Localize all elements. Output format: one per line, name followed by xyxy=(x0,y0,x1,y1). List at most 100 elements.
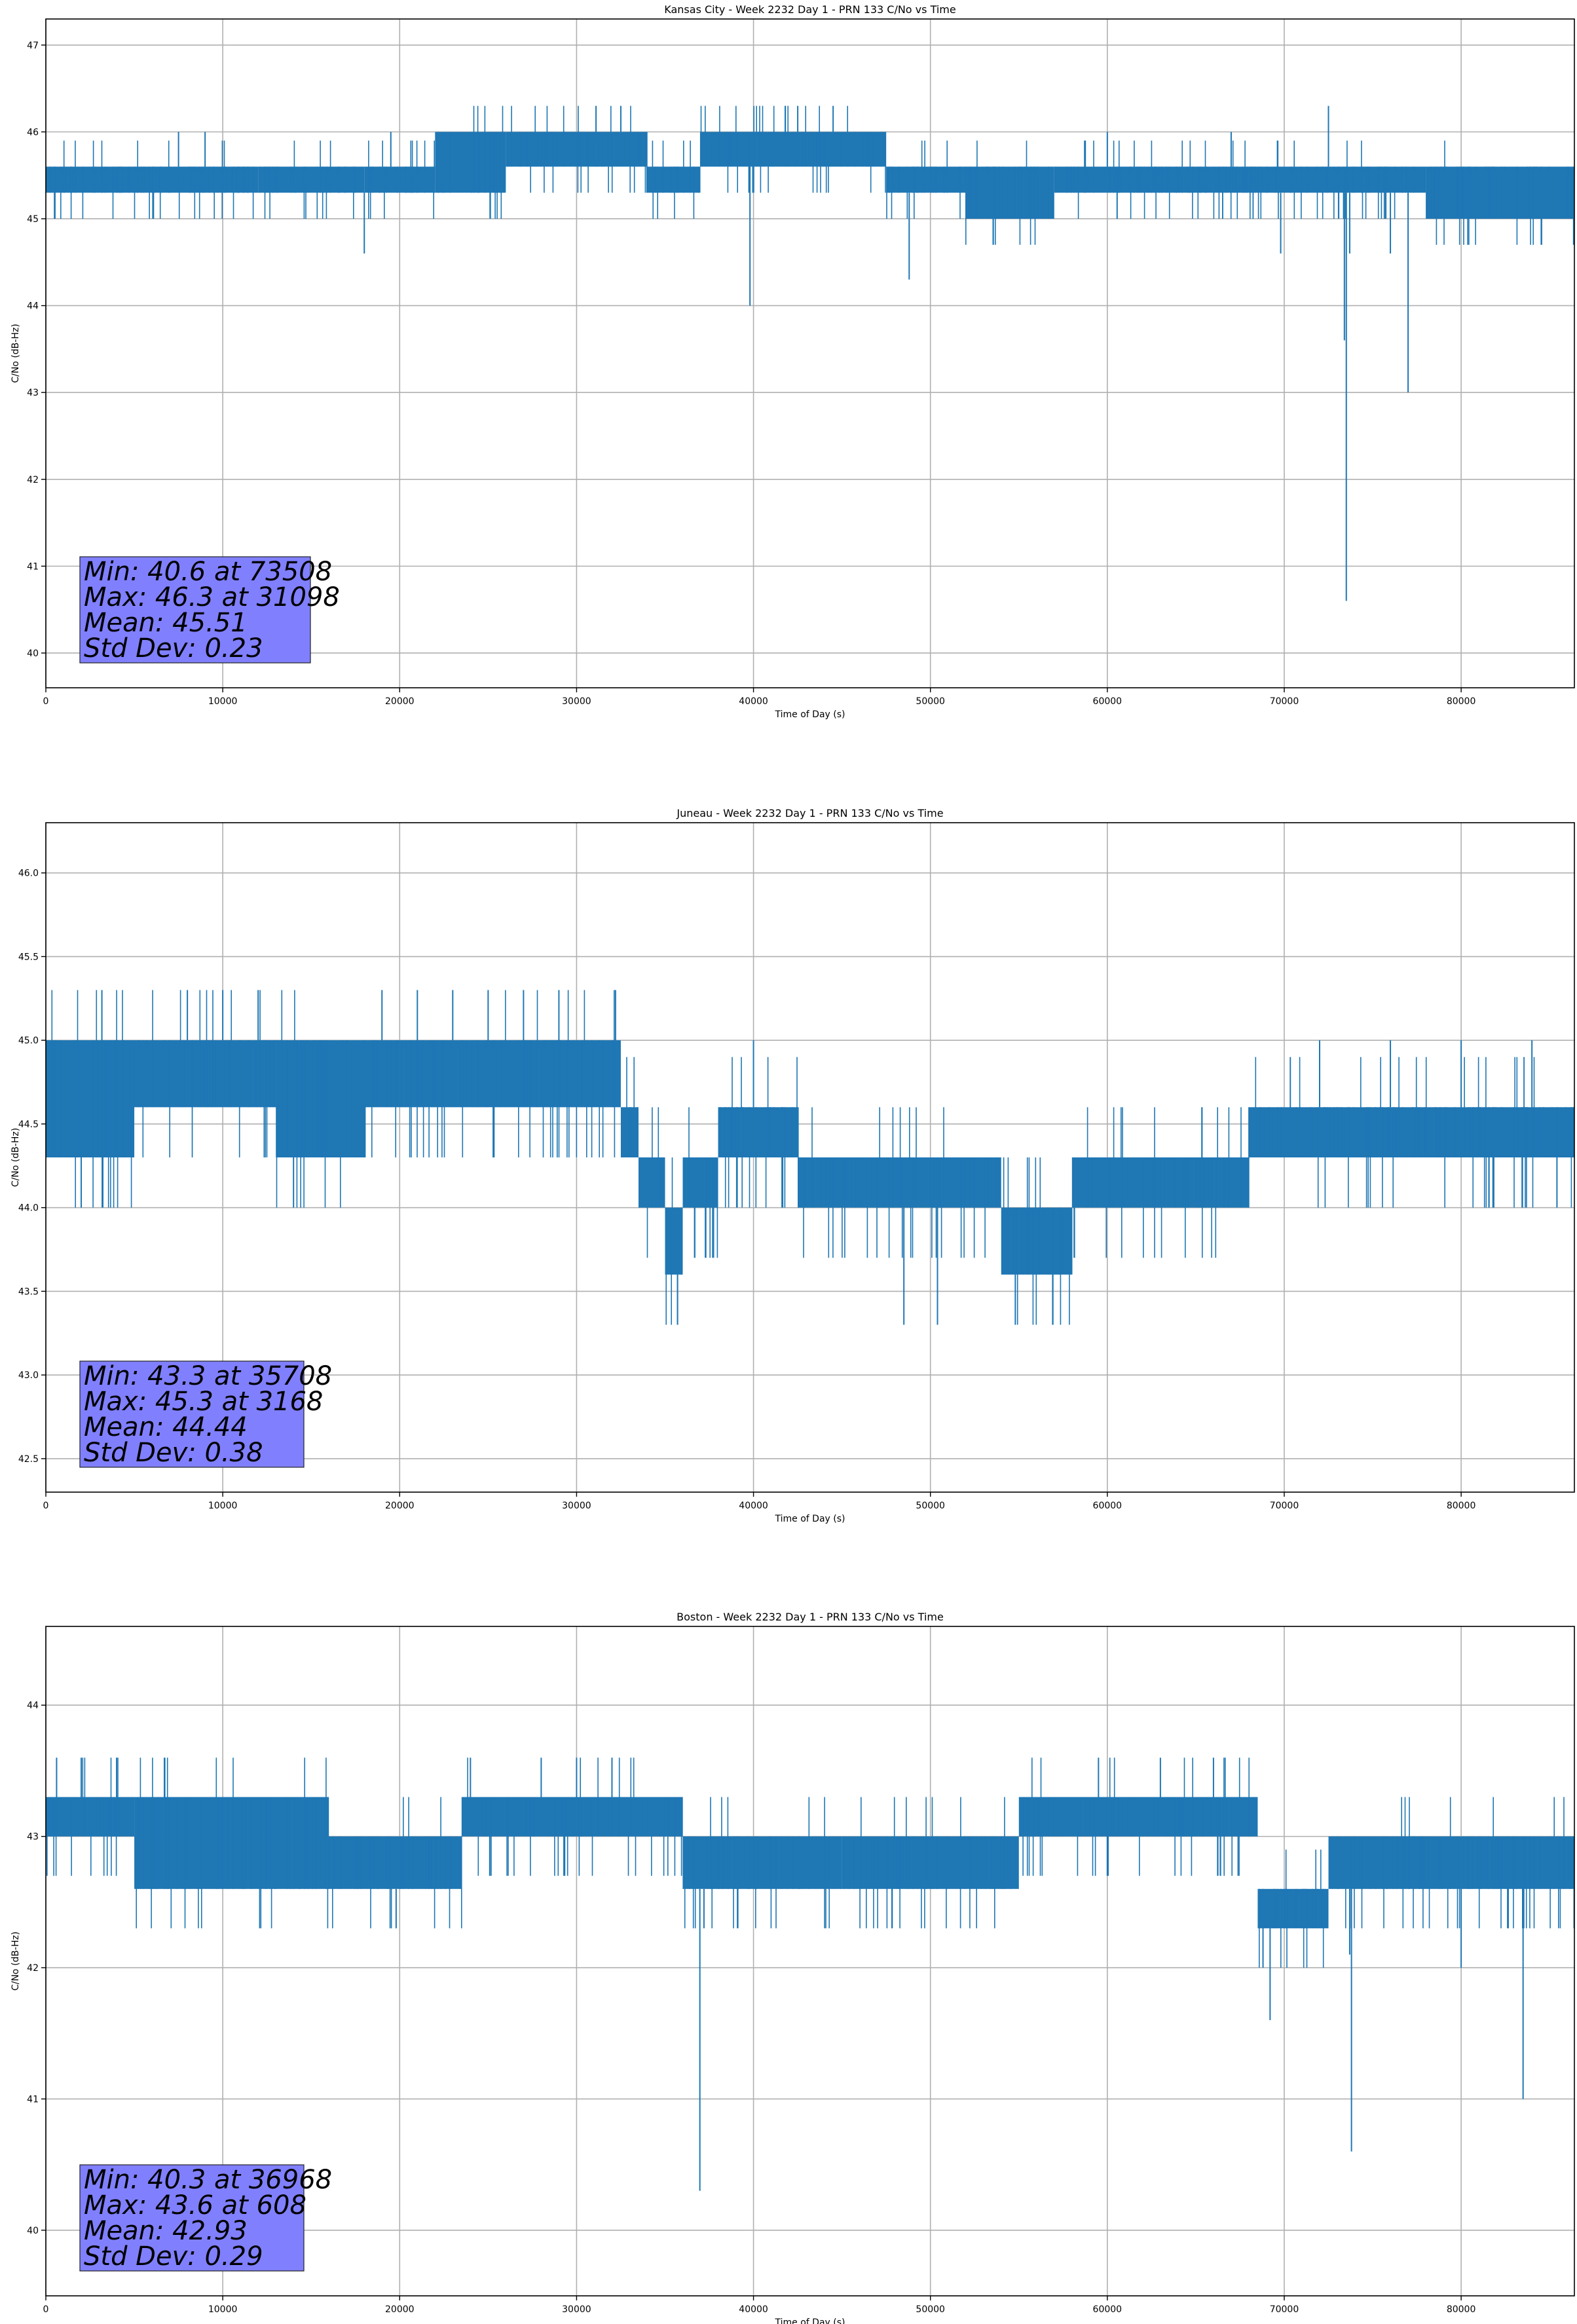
y-axis-label: C/No (dB-Hz) xyxy=(10,1128,21,1187)
stats-line: Std Dev: 0.29 xyxy=(84,2241,263,2272)
x-tick-label: 50000 xyxy=(916,2304,945,2315)
data-band xyxy=(1213,166,1426,193)
chart-title: Boston - Week 2232 Day 1 - PRN 133 C/No … xyxy=(677,1611,944,1623)
stats-line: Mean: 45.51 xyxy=(84,608,248,638)
data-band xyxy=(1071,1157,1249,1208)
data-band xyxy=(1328,1836,1574,1889)
y-tick-label: 45 xyxy=(27,214,39,225)
x-tick-label: 10000 xyxy=(208,696,238,707)
data-band xyxy=(886,166,966,193)
y-tick-label: 40 xyxy=(27,648,39,659)
x-tick-label: 70000 xyxy=(1270,2304,1299,2315)
stats-box xyxy=(79,556,311,664)
stats-line: Std Dev: 0.38 xyxy=(84,1438,263,1468)
data-band xyxy=(134,1040,276,1108)
x-tick-label: 20000 xyxy=(385,2304,415,2315)
y-tick-label: 42 xyxy=(27,475,39,485)
x-tick-label: 0 xyxy=(43,2304,49,2315)
y-tick-label: 45.5 xyxy=(18,952,39,962)
x-tick-label: 20000 xyxy=(385,1501,415,1511)
data-series xyxy=(46,990,1574,1325)
x-tick-label: 60000 xyxy=(1093,696,1122,707)
y-axis-label: C/No (dB-Hz) xyxy=(10,1932,21,1991)
x-tick-label: 30000 xyxy=(562,2304,591,2315)
data-series xyxy=(46,105,1574,601)
y-tick-label: 44 xyxy=(27,301,39,312)
x-axis-label: Time of Day (s) xyxy=(775,2317,845,2324)
x-tick-label: 10000 xyxy=(208,2304,238,2315)
x-tick-label: 20000 xyxy=(385,696,415,707)
y-tick-label: 42 xyxy=(27,1963,39,1974)
x-tick-label: 30000 xyxy=(562,1501,591,1511)
y-tick-label: 43.0 xyxy=(18,1370,39,1381)
data-line xyxy=(50,105,1574,245)
y-tick-label: 45.0 xyxy=(18,1036,39,1046)
chart-panel-3: 0 10000 20000 30000 40000 50000 60000 70000 8000… xyxy=(10,1611,1575,2324)
data-line xyxy=(50,990,1574,1325)
chart-panel-1: 0 10000 20000 30000 40000 50000 60000 70000 8000… xyxy=(10,3,1575,720)
x-tick-label: 70000 xyxy=(1270,1501,1299,1511)
data-line xyxy=(46,1757,1575,1968)
x-axis-label: Time of Day (s) xyxy=(775,709,845,720)
data-band xyxy=(718,1107,798,1157)
data-band xyxy=(1018,1797,1258,1837)
data-band xyxy=(506,132,648,167)
data-band xyxy=(682,1836,842,1889)
x-tick-label: 70000 xyxy=(1270,696,1299,707)
x-axis-label: Time of Day (s) xyxy=(775,1514,845,1524)
chart-title: Kansas City - Week 2232 Day 1 - PRN 133 … xyxy=(664,3,955,16)
data-band xyxy=(965,166,1054,219)
stats-line: Min: 43.3 at 35708 xyxy=(84,1361,332,1391)
x-tick-label: 0 xyxy=(43,1501,49,1511)
x-tick-label: 80000 xyxy=(1447,2304,1476,2315)
data-band xyxy=(364,166,436,193)
data-band xyxy=(1426,166,1574,219)
stats-line: Mean: 42.93 xyxy=(84,2216,248,2246)
x-tick-label: 80000 xyxy=(1447,1501,1476,1511)
x-tick-label: 50000 xyxy=(916,696,945,707)
y-tick-label: 47 xyxy=(27,41,39,51)
x-tick-label: 40000 xyxy=(739,1501,768,1511)
stats-line: Std Dev: 0.23 xyxy=(84,633,263,664)
stats-line: Min: 40.3 at 36968 xyxy=(84,2165,332,2195)
data-band xyxy=(435,132,506,193)
stats-line: Min: 40.6 at 73508 xyxy=(84,557,332,587)
y-tick-label: 43 xyxy=(27,388,39,398)
plot-frame xyxy=(45,18,1575,688)
x-tick-label: 60000 xyxy=(1093,2304,1122,2315)
y-tick-label: 43 xyxy=(27,1832,39,1843)
chart-panel-2: 0 10000 20000 30000 40000 50000 60000 70000 8000… xyxy=(10,807,1575,1524)
stats-line: Mean: 44.44 xyxy=(84,1412,248,1442)
stats-box xyxy=(79,2164,305,2272)
x-tick-label: 0 xyxy=(43,696,49,707)
y-tick-label: 44.0 xyxy=(18,1203,39,1214)
data-band xyxy=(1248,1107,1574,1157)
x-tick-label: 80000 xyxy=(1447,696,1476,707)
y-tick-label: 46 xyxy=(27,127,39,138)
y-tick-label: 43.5 xyxy=(18,1286,39,1297)
plot-frame xyxy=(45,1626,1575,2296)
data-band xyxy=(329,1836,462,1889)
x-tick-label: 40000 xyxy=(739,696,768,707)
data-band xyxy=(46,1797,135,1837)
y-axis-label: C/No (dB-Hz) xyxy=(10,324,21,383)
x-tick-label: 50000 xyxy=(916,1501,945,1511)
y-tick-label: 41 xyxy=(27,561,39,572)
data-band xyxy=(258,166,365,193)
y-tick-label: 40 xyxy=(27,2226,39,2236)
stats-line: Max: 43.6 at 608 xyxy=(84,2190,306,2221)
data-series xyxy=(46,1757,1575,2191)
stats-line: Max: 46.3 at 31098 xyxy=(84,582,340,612)
y-tick-label: 44 xyxy=(27,1700,39,1711)
x-tick-label: 30000 xyxy=(562,696,591,707)
y-tick-label: 46.0 xyxy=(18,869,39,879)
data-band xyxy=(46,1040,135,1157)
chart-title: Juneau - Week 2232 Day 1 - PRN 133 C/No … xyxy=(676,807,943,819)
x-tick-label: 60000 xyxy=(1093,1501,1122,1511)
stats-box xyxy=(79,1360,305,1468)
x-tick-label: 40000 xyxy=(739,2304,768,2315)
x-tick-label: 10000 xyxy=(208,1501,238,1511)
y-tick-label: 44.5 xyxy=(18,1119,39,1130)
y-tick-label: 41 xyxy=(27,2094,39,2105)
